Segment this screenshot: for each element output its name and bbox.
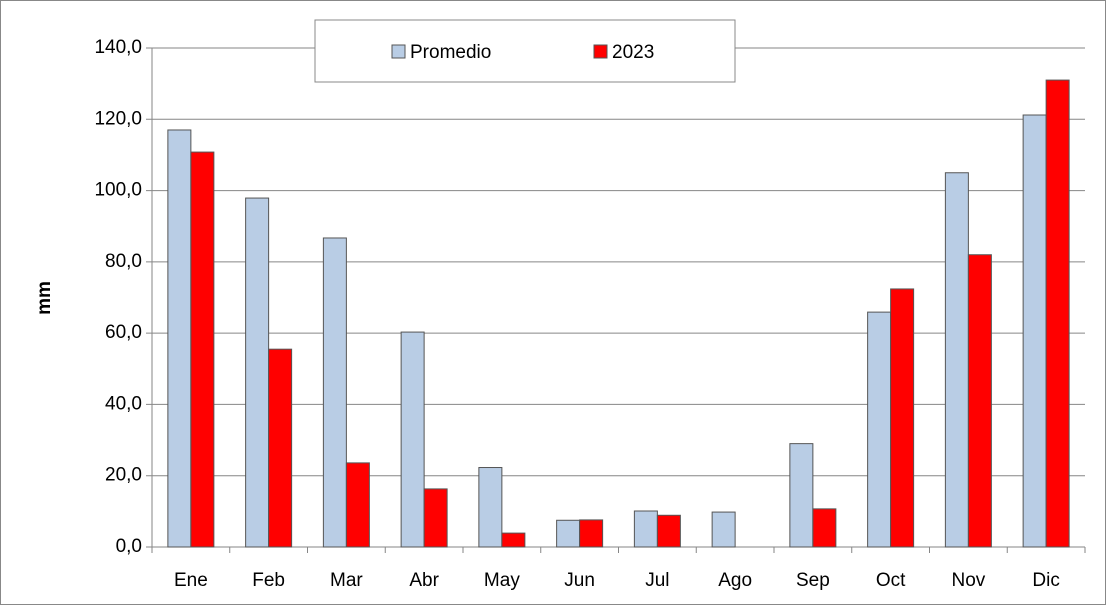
- bar: [967, 254, 992, 548]
- bar: [345, 462, 370, 548]
- bar: [556, 519, 581, 548]
- x-tick-label: May: [484, 570, 520, 591]
- bar: [944, 172, 969, 548]
- y-tick-label: 60,0: [105, 322, 142, 343]
- x-tick-label: Feb: [252, 570, 285, 591]
- y-tick-label: 0,0: [116, 536, 142, 557]
- bar: [322, 237, 347, 548]
- bar: [167, 129, 192, 548]
- x-tick-label: Ago: [718, 570, 752, 591]
- y-tick-label: 100,0: [94, 180, 142, 201]
- legend-swatch: [391, 44, 406, 59]
- bar: [1022, 114, 1047, 548]
- x-tick-label: Oct: [876, 570, 906, 591]
- x-tick-label: Jun: [564, 570, 595, 591]
- x-tick-label: Nov: [951, 570, 985, 591]
- y-tick-label: 20,0: [105, 465, 142, 486]
- x-tick-label: Mar: [330, 570, 363, 591]
- bar: [501, 532, 526, 548]
- bar: [245, 197, 270, 548]
- x-tick-label: Ene: [174, 570, 208, 591]
- bar: [890, 288, 915, 548]
- legend-label: 2023: [612, 42, 654, 63]
- bar: [190, 151, 215, 548]
- bar: [1045, 79, 1070, 548]
- legend-swatch: [593, 44, 608, 59]
- y-tick-label: 80,0: [105, 251, 142, 272]
- bar: [789, 443, 814, 548]
- bar: [478, 467, 503, 548]
- y-tick-label: 140,0: [94, 37, 142, 58]
- bar: [812, 508, 837, 548]
- bar: [867, 311, 892, 548]
- bar: [656, 514, 681, 548]
- bar: [711, 511, 736, 548]
- bar: [268, 348, 293, 548]
- x-tick-label: Abr: [409, 570, 439, 591]
- y-axis-label: mm: [34, 281, 55, 315]
- legend-box: [314, 19, 736, 83]
- legend-label: Promedio: [410, 42, 491, 63]
- bar: [579, 519, 604, 548]
- x-tick-label: Sep: [796, 570, 830, 591]
- bar: [400, 331, 425, 548]
- y-tick-label: 40,0: [105, 393, 142, 414]
- x-tick-label: Jul: [645, 570, 669, 591]
- bar: [633, 510, 658, 548]
- x-tick-label: Dic: [1032, 570, 1059, 591]
- bar: [423, 488, 448, 548]
- y-tick-label: 120,0: [94, 108, 142, 129]
